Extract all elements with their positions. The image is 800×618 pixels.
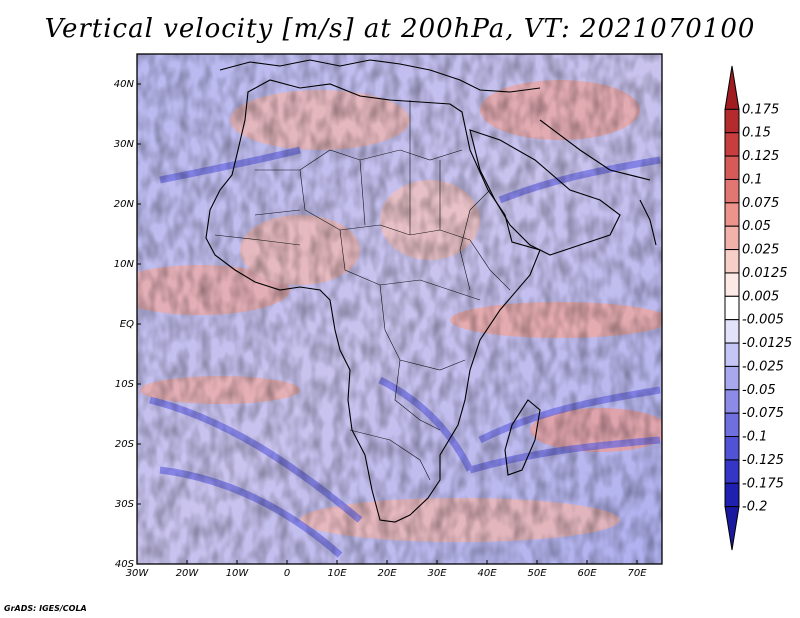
colorbar-label: 0.005: [742, 289, 779, 304]
lon-tick-label: 30E: [427, 568, 447, 579]
lon-tick-label: 0: [284, 568, 290, 579]
country-borders: [214, 100, 511, 481]
colorbar-label: 0.125: [742, 149, 779, 164]
colorbar-label: -0.075: [742, 406, 784, 421]
colorbar-label: -0.025: [742, 359, 784, 374]
colorbar-segment: [724, 342, 740, 367]
colorbar-segment: [724, 178, 740, 204]
lat-tick-label: EQ: [120, 319, 134, 330]
latitude-axis: 40N 30N 20N 10N EQ 10S 20S 30S 40S: [114, 79, 141, 570]
lat-tick-label: 30S: [115, 499, 135, 510]
colorbar-label: -0.125: [742, 453, 784, 468]
lon-tick-label: 10E: [327, 568, 347, 579]
lon-tick-label: 50E: [527, 568, 547, 579]
longitude-axis: 30W 20W 10W 0 10E 20E 30E 40E 50E 60E 70E: [126, 560, 647, 579]
lon-tick-label: 40E: [477, 568, 497, 579]
colorbar-label: 0.075: [742, 196, 779, 211]
lon-tick-label: 30W: [126, 568, 150, 579]
colorbar-segment: [724, 202, 740, 227]
lon-tick-label: 60E: [577, 568, 597, 579]
colorbar-cap-top: [724, 65, 740, 110]
grads-credit: GrADS: IGES/COLA: [4, 604, 87, 613]
colorbar-segment: [724, 295, 740, 321]
colorbar-segment: [724, 389, 740, 414]
colorbar-label: 0.1: [742, 172, 763, 187]
colorbar: 0.175 0.15 0.125 0.1 0.075 0.05 0.025 0.0125 0.0…: [724, 65, 792, 551]
lat-tick-label: 40N: [114, 79, 135, 90]
colorbar-label: -0.005: [742, 313, 784, 328]
colorbar-label: -0.175: [742, 476, 784, 491]
lat-tick-label: 10N: [114, 259, 135, 270]
colorbar-segment: [724, 482, 740, 508]
lon-tick-label: 20W: [176, 568, 200, 579]
colorbar-segment: [724, 459, 740, 484]
colorbar-segment: [724, 155, 740, 180]
colorbar-label: 0.175: [742, 102, 779, 117]
colorbar-segment: [724, 436, 740, 461]
field-texture: [137, 54, 662, 564]
colorbar-segment: [724, 365, 740, 391]
colorbar-segment: [724, 319, 740, 344]
lat-tick-label: 10S: [115, 379, 135, 390]
colorbar-segment: [724, 108, 740, 134]
colorbar-label: -0.05: [742, 383, 776, 398]
colorbar-segment: [724, 412, 740, 438]
colorbar-cap-bottom: [724, 506, 740, 551]
lon-tick-label: 20E: [377, 568, 397, 579]
colorbar-label: 0.0125: [742, 266, 788, 281]
colorbar-segment: [724, 249, 740, 274]
colorbar-label: -0.0125: [742, 336, 792, 351]
map-frame: [136, 53, 663, 565]
lat-tick-label: 30N: [114, 139, 135, 150]
coastlines: [205, 59, 657, 523]
colorbar-segment: [724, 132, 740, 157]
colorbar-segment: [724, 225, 740, 251]
lon-tick-label: 70E: [627, 568, 647, 579]
lat-tick-label: 20N: [114, 199, 135, 210]
colorbar-label: 0.05: [742, 219, 771, 234]
colorbar-label: -0.1: [742, 430, 767, 445]
map-title: Vertical velocity [m/s] at 200hPa, VT: 2…: [44, 14, 756, 44]
lat-tick-label: 40S: [115, 559, 135, 570]
lon-tick-label: 10W: [226, 568, 250, 579]
map-panel: [137, 54, 662, 564]
lat-tick-label: 20S: [115, 439, 135, 450]
colorbar-label: -0.2: [742, 500, 767, 515]
colorbar-label: 0.025: [742, 243, 779, 258]
colorbar-segment: [724, 272, 740, 297]
colorbar-label: 0.15: [742, 126, 771, 141]
